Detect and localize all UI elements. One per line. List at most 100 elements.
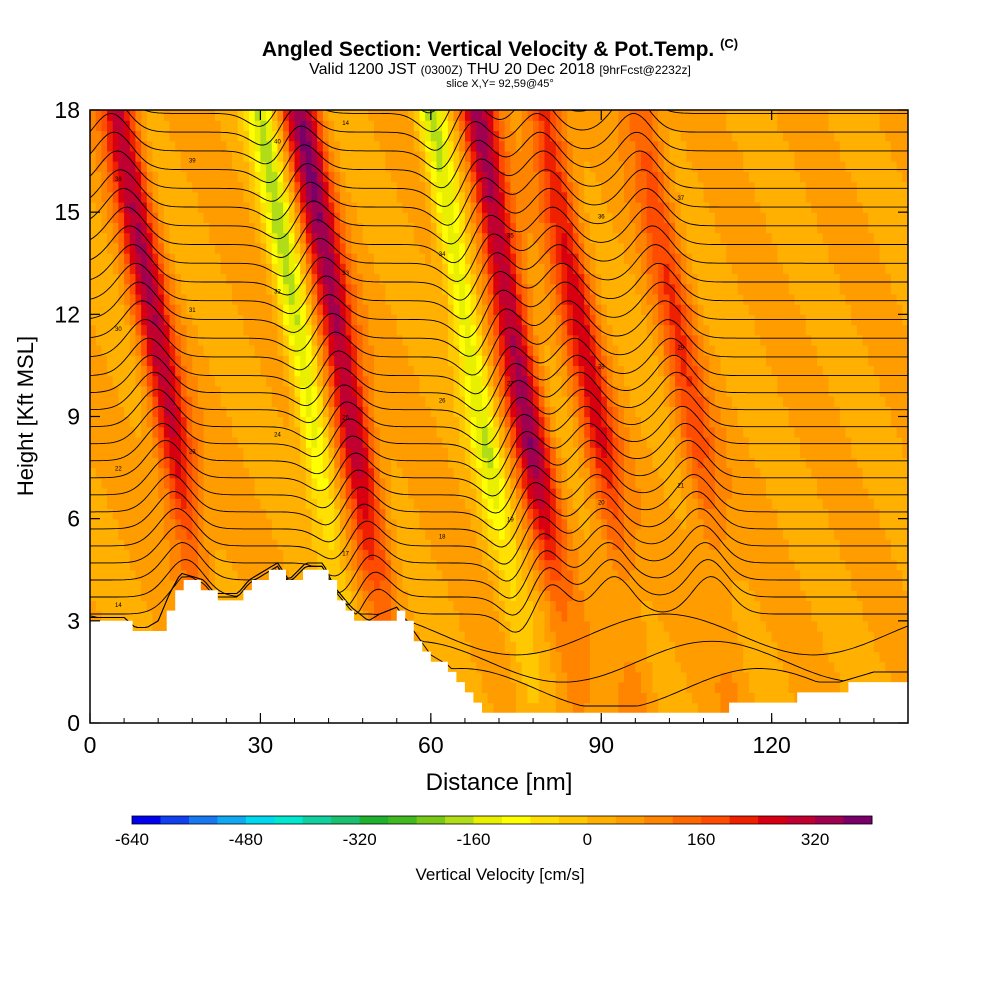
velocity-cell <box>141 344 148 356</box>
velocity-cell <box>277 436 284 448</box>
velocity-cell <box>214 232 222 244</box>
velocity-cell <box>459 365 466 377</box>
velocity-cell <box>487 477 494 489</box>
velocity-cell <box>521 692 528 704</box>
velocity-cell <box>374 150 381 162</box>
velocity-cell <box>107 396 114 407</box>
velocity-cell <box>345 375 352 387</box>
velocity-cell <box>442 355 449 367</box>
velocity-cell <box>499 283 506 295</box>
velocity-cell <box>141 457 148 469</box>
velocity-cell <box>232 528 239 540</box>
velocity-cell <box>544 293 551 305</box>
velocity-cell <box>209 324 216 336</box>
velocity-cell <box>459 181 466 193</box>
velocity-cell <box>135 212 142 223</box>
velocity-cell <box>464 181 472 193</box>
velocity-cell <box>351 488 358 499</box>
velocity-cell <box>516 324 523 336</box>
velocity-cell <box>249 130 256 142</box>
velocity-cell <box>470 498 477 510</box>
velocity-cell <box>237 161 244 172</box>
velocity-cell <box>232 508 239 520</box>
velocity-cell <box>288 191 296 203</box>
velocity-cell <box>413 191 421 203</box>
velocity-cell <box>379 416 386 428</box>
velocity-cell <box>118 610 125 622</box>
velocity-cell <box>175 191 182 203</box>
velocity-cell <box>95 528 102 540</box>
velocity-cell <box>232 344 239 356</box>
velocity-cell <box>169 488 176 499</box>
velocity-cell <box>339 201 347 213</box>
velocity-cell <box>538 518 546 530</box>
velocity-cell <box>504 590 511 601</box>
velocity-cell <box>101 283 108 295</box>
velocity-cell <box>413 600 421 612</box>
velocity-cell <box>425 212 432 223</box>
velocity-cell <box>288 201 296 213</box>
velocity-cell <box>328 477 335 489</box>
velocity-cell <box>516 396 523 407</box>
velocity-cell <box>351 406 358 418</box>
velocity-cell <box>192 283 199 295</box>
velocity-cell <box>504 375 511 387</box>
velocity-cell <box>504 140 511 152</box>
velocity-cell <box>107 498 114 510</box>
velocity-cell <box>266 314 273 326</box>
velocity-cell <box>419 110 426 121</box>
velocity-cell <box>249 375 256 387</box>
velocity-cell <box>351 120 358 132</box>
velocity-cell <box>339 365 347 377</box>
velocity-cell <box>90 212 97 223</box>
velocity-cell <box>209 355 216 367</box>
velocity-cell <box>209 518 216 530</box>
velocity-cell <box>186 324 193 336</box>
velocity-cell <box>436 477 443 489</box>
velocity-cell <box>158 120 165 132</box>
velocity-cell <box>436 569 443 581</box>
velocity-cell <box>141 590 148 601</box>
velocity-cell <box>322 559 330 571</box>
velocity-cell <box>419 467 426 479</box>
title-text: Angled Section: Vertical Velocity & Pot.… <box>261 38 715 61</box>
velocity-cell <box>322 518 330 530</box>
velocity-cell <box>107 375 114 387</box>
velocity-cell <box>95 600 102 612</box>
velocity-cell <box>305 232 313 244</box>
velocity-cell <box>107 477 114 489</box>
velocity-cell <box>408 539 415 550</box>
velocity-cell <box>311 181 318 193</box>
velocity-cell <box>544 590 551 601</box>
velocity-cell <box>516 590 523 601</box>
velocity-cell <box>197 406 205 418</box>
velocity-cell <box>277 150 284 162</box>
velocity-cell <box>470 406 477 418</box>
velocity-cell <box>538 508 546 520</box>
velocity-cell <box>305 426 313 438</box>
velocity-cell <box>141 140 148 152</box>
velocity-cell <box>163 559 171 571</box>
velocity-cell <box>521 334 528 346</box>
velocity-cell <box>430 293 438 305</box>
velocity-cell <box>311 283 318 295</box>
velocity-cell <box>101 232 108 244</box>
velocity-cell <box>334 539 341 550</box>
velocity-cell <box>90 110 97 121</box>
velocity-cell <box>510 661 517 673</box>
velocity-cell <box>146 293 154 305</box>
velocity-cell <box>419 539 426 550</box>
velocity-cell <box>288 293 296 305</box>
velocity-cell <box>175 488 182 499</box>
velocity-cell <box>322 334 330 346</box>
velocity-cell <box>510 467 517 479</box>
velocity-cell <box>351 191 358 203</box>
velocity-cell <box>322 263 330 275</box>
velocity-cell <box>214 344 222 356</box>
velocity-cell <box>533 181 540 193</box>
velocity-cell <box>328 436 335 448</box>
velocity-cell <box>294 150 301 162</box>
velocity-cell <box>322 498 330 510</box>
velocity-cell <box>112 324 119 336</box>
velocity-cell <box>180 518 188 530</box>
